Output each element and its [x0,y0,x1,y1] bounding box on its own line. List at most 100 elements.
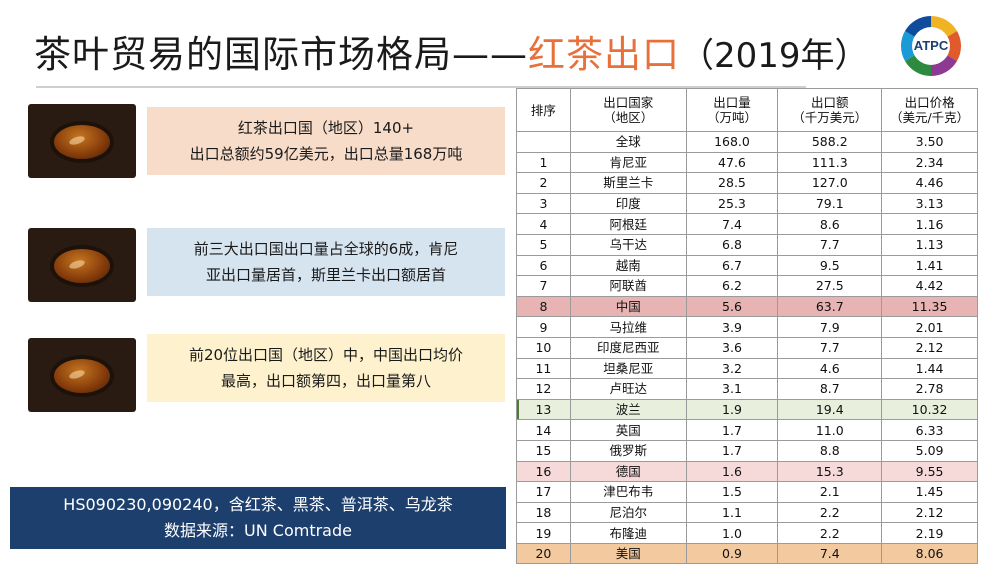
cell-price: 1.41 [881,254,978,277]
cell-value: 7.9 [777,316,883,338]
table-row: 7 阿联酋 6.2 27.5 4.42 [516,275,978,297]
cell-value: 15.3 [777,460,883,483]
cell-volume: 6.8 [685,233,779,256]
cell-country: 布隆迪 [569,522,687,544]
col-header-price: 出口价格 （美元/千克） [881,88,978,132]
table-row: 19 布隆迪 1.0 2.2 2.19 [516,522,978,544]
table-row: 6 越南 6.7 9.5 1.41 [516,254,978,277]
cell-country: 美国 [569,542,687,564]
page-title-accent: 红茶出口 [528,33,680,76]
cell-country: 俄罗斯 [569,439,687,462]
cell-rank: 10 [516,336,571,359]
cell-price: 2.19 [881,522,978,544]
cell-country: 马拉维 [569,316,687,338]
cell-value: 2.2 [777,522,883,544]
cell-price: 1.13 [881,233,978,256]
page-title-year: （2019年） [680,36,869,76]
cell-price: 2.12 [881,501,978,524]
cell-price: 3.13 [881,192,978,215]
cell-price: 2.01 [881,316,978,338]
cell-value: 7.4 [777,542,883,564]
cell-volume: 6.2 [685,275,779,297]
tea-cup-image-1 [28,104,136,178]
cell-value: 2.2 [777,501,883,524]
table-row: 3 印度 25.3 79.1 3.13 [516,192,978,215]
col-header-price-l1: 出口价格 [904,95,955,110]
cell-volume: 1.7 [685,419,779,441]
table-row: 20 美国 0.9 7.4 8.06 [516,542,978,564]
cell-price: 2.12 [881,336,978,359]
cell-value: 19.4 [777,398,883,421]
col-header-volume: 出口量 （万吨） [685,88,779,132]
callout-china-rank-line2: 最高，出口额第四，出口量第八 [220,372,431,390]
cell-price: 2.34 [881,151,978,174]
callout-exporters-line1: 红茶出口国（地区）140+ [237,119,415,137]
cell-price: 8.06 [881,542,978,564]
cell-value: 79.1 [777,192,883,215]
cell-country: 斯里兰卡 [569,172,687,194]
cell-rank: 16 [516,460,571,483]
cell-price: 2.78 [881,378,978,400]
cell-rank: 11 [516,357,571,380]
cell-rank: 5 [516,233,571,256]
cell-country: 波兰 [569,398,687,421]
cell-volume: 1.7 [685,439,779,462]
cell-value: 27.5 [777,275,883,297]
cell-value: 8.6 [777,213,883,235]
cell-country: 津巴布韦 [569,481,687,503]
cell-country: 印度尼西亚 [569,336,687,359]
cell-price: 11.35 [881,295,978,318]
cell-price: 1.44 [881,357,978,380]
cell-volume: 47.6 [685,151,779,174]
cell-rank: 7 [516,275,571,297]
cell-value: 11.0 [777,419,883,441]
col-header-volume-l2: （万吨） [706,110,757,125]
cell-value: 4.6 [777,357,883,380]
cell-volume: 28.5 [685,172,779,194]
cell-value: 127.0 [777,172,883,194]
cell-rank: 13 [516,398,571,421]
tea-cup-image-2 [28,228,136,302]
callout-china-rank: 前20位出口国（地区）中，中国出口均价 最高，出口额第四，出口量第八 [147,334,505,402]
cell-country: 卢旺达 [569,378,687,400]
cell-rank: 9 [516,316,571,338]
callout-top3-line2: 亚出口量居首，斯里兰卡出口额居首 [205,266,446,284]
cell-country: 阿联酋 [569,275,687,297]
cell-volume: 1.9 [685,398,779,421]
cell-rank: 6 [516,254,571,277]
cell-country: 英国 [569,419,687,441]
cell-rank [516,131,571,153]
cell-price: 1.16 [881,213,978,235]
col-header-value-l1: 出口额 [811,95,849,110]
cell-volume: 3.6 [685,336,779,359]
cell-price: 3.50 [881,131,978,153]
col-header-value-l2: （千万美元） [792,110,868,125]
table-row: 10 印度尼西亚 3.6 7.7 2.12 [516,336,978,359]
cell-rank: 18 [516,501,571,524]
cell-country: 越南 [569,254,687,277]
callout-exporters-line2: 出口总额约59亿美元，出口总量168万吨 [189,145,463,163]
source-note: HS090230,090240，含红茶、黑茶、普洱茶、乌龙茶 数据来源：UN C… [10,487,506,549]
table-row: 2 斯里兰卡 28.5 127.0 4.46 [516,172,978,194]
cell-price: 5.09 [881,439,978,462]
cell-volume: 1.1 [685,501,779,524]
table-header-row: 排序 出口国家 （地区） 出口量 （万吨） 出口额 （千万美元） 出口价格 （美… [516,88,978,132]
cell-value: 588.2 [777,131,883,153]
col-header-country-l2: （地区） [603,110,654,125]
callout-exporters: 红茶出口国（地区）140+ 出口总额约59亿美元，出口总量168万吨 [147,107,505,175]
cell-rank: 4 [516,213,571,235]
cell-rank: 2 [516,172,571,194]
cell-rank: 12 [516,378,571,400]
cell-rank: 3 [516,192,571,215]
cell-volume: 1.0 [685,522,779,544]
cell-volume: 6.7 [685,254,779,277]
cell-rank: 8 [516,295,571,318]
cell-volume: 25.3 [685,192,779,215]
page-title-main: 茶叶贸易的国际市场格局—— [34,33,528,76]
cell-value: 111.3 [777,151,883,174]
cell-rank: 1 [516,151,571,174]
table-row: 5 乌干达 6.8 7.7 1.13 [516,233,978,256]
cell-country: 肯尼亚 [569,151,687,174]
table-row: 14 英国 1.7 11.0 6.33 [516,419,978,441]
cell-volume: 1.6 [685,460,779,483]
